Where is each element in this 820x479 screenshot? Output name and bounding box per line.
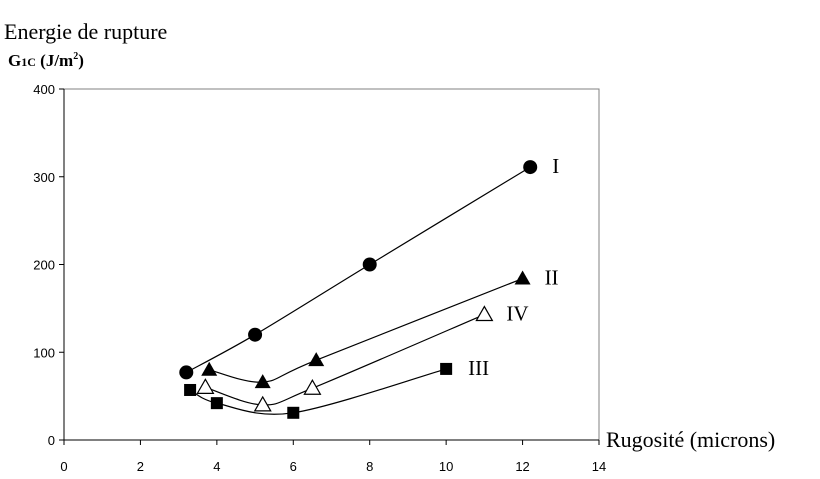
x-tick-label: 10 xyxy=(439,459,453,474)
series-label-IV: IV xyxy=(506,302,528,326)
data-markers xyxy=(179,160,538,419)
plot-area xyxy=(63,88,600,441)
series-label-II: II xyxy=(545,266,559,290)
x-tick-label: 4 xyxy=(213,459,220,474)
y-tick-label: 400 xyxy=(33,82,55,97)
point-III-3 xyxy=(440,362,453,375)
y-axis-label-unit-sup: 2 xyxy=(73,51,78,62)
x-tick-label: 2 xyxy=(137,459,144,474)
point-II-0 xyxy=(201,361,218,376)
x-tick-label: 14 xyxy=(592,459,606,474)
point-I-2 xyxy=(362,257,377,272)
y-tick-label: 200 xyxy=(33,258,55,273)
y-axis-label-main: G xyxy=(8,51,21,70)
x-tick-label: 0 xyxy=(60,459,67,474)
point-IV-1 xyxy=(253,395,272,412)
point-II-2 xyxy=(308,352,325,367)
point-III-2 xyxy=(287,406,300,419)
y-axis-label-unit: (J/m xyxy=(36,51,73,70)
point-IV-3 xyxy=(475,305,494,322)
point-II-1 xyxy=(254,374,271,389)
series-line-III xyxy=(189,368,447,415)
point-III-0 xyxy=(184,383,197,396)
point-I-3 xyxy=(523,160,538,175)
x-tick-label: 12 xyxy=(515,459,529,474)
y-tick-label: 100 xyxy=(33,345,55,360)
series-lines xyxy=(185,166,531,415)
series-line-IV xyxy=(205,313,485,406)
point-III-1 xyxy=(210,397,223,410)
y-axis-label-unit-close: ) xyxy=(78,51,84,70)
x-tick-label: 8 xyxy=(366,459,373,474)
y-axis-label-sub: 1C xyxy=(21,55,36,69)
point-I-0 xyxy=(179,365,194,380)
y-axis-label: G1C (J/m2) xyxy=(8,51,84,70)
x-tick-label: 6 xyxy=(290,459,297,474)
y-tick-label: 0 xyxy=(48,433,55,448)
chart-title: Energie de rupture xyxy=(4,19,167,44)
series-label-III: III xyxy=(468,356,489,380)
tick-labels: 0 100 200 300 400 0 2 4 6 8 10 12 14 xyxy=(33,82,606,474)
series-line-I xyxy=(185,166,531,373)
axis-ticks xyxy=(59,88,600,445)
y-tick-label: 300 xyxy=(33,170,55,185)
point-IV-2 xyxy=(303,379,322,395)
series-line-II xyxy=(209,277,523,383)
point-IV-0 xyxy=(196,378,215,394)
point-I-1 xyxy=(248,327,263,342)
x-axis-label: Rugosité (microns) xyxy=(606,427,775,452)
point-II-3 xyxy=(514,270,531,285)
series-label-I: I xyxy=(552,154,559,178)
